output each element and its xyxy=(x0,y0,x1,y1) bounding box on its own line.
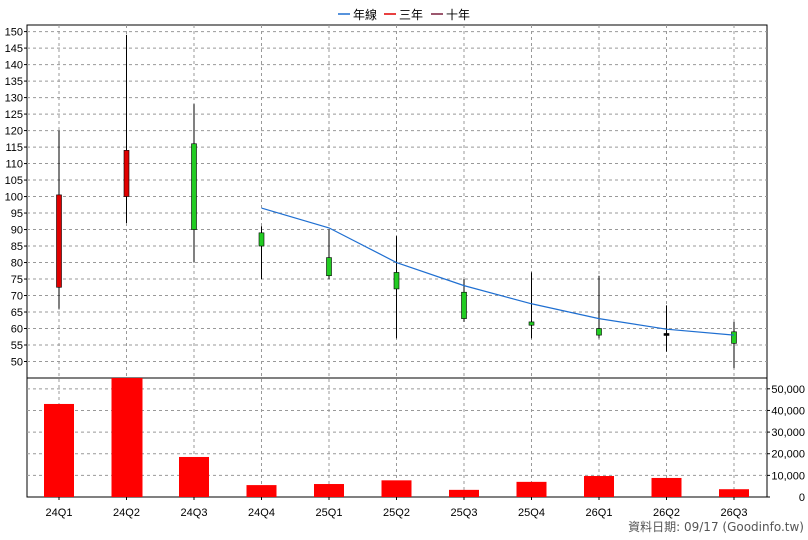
volume-tick-label: 40,000 xyxy=(771,405,805,417)
volume-tick-label: 20,000 xyxy=(771,449,805,461)
candle-body xyxy=(663,333,670,336)
volume-bar xyxy=(314,484,344,497)
candle-body xyxy=(731,331,737,344)
legend-label-three-year: 三年 xyxy=(399,8,423,22)
volume-axis: 0 10,000 20,000 30,000 40,000 50,000 xyxy=(767,384,805,504)
price-tick-label: 135 xyxy=(5,76,23,88)
price-tick-label: 125 xyxy=(5,109,23,121)
candles xyxy=(56,34,737,369)
volume-bar xyxy=(449,489,479,497)
candle-body xyxy=(258,232,265,247)
x-tick-label: 24Q2 xyxy=(113,507,140,519)
x-tick-label: 24Q4 xyxy=(248,507,275,519)
price-tick-label: 100 xyxy=(5,192,23,204)
candle-body xyxy=(461,291,467,319)
x-tick-label: 26Q3 xyxy=(721,507,748,519)
candle-body xyxy=(528,321,535,326)
candle-body xyxy=(596,328,602,336)
annual-ma-line xyxy=(261,207,735,336)
volume-bar xyxy=(381,480,412,497)
x-tick-label: 25Q4 xyxy=(518,507,545,519)
price-tick-label: 80 xyxy=(11,258,23,270)
price-tick-label: 70 xyxy=(11,291,23,303)
volume-bar xyxy=(44,403,74,497)
price-tick-label: 140 xyxy=(5,60,23,72)
volume-bar xyxy=(246,485,277,497)
volume-bar xyxy=(179,456,209,497)
x-tick-label: 24Q3 xyxy=(181,507,208,519)
legend: 年線 三年 十年 xyxy=(338,7,470,22)
price-tick-label: 110 xyxy=(5,159,23,171)
x-tick-label: 25Q3 xyxy=(451,507,478,519)
price-tick-label: 95 xyxy=(11,208,23,220)
price-tick-label: 65 xyxy=(11,307,23,319)
x-tick-label: 25Q1 xyxy=(316,507,343,519)
x-tick-label: 26Q1 xyxy=(586,507,613,519)
candle-body xyxy=(56,194,62,288)
x-tick-label: 25Q2 xyxy=(383,507,410,519)
volume-bar xyxy=(719,489,749,497)
price-axis: 50 55 60 65 70 75 80 85 90 95 100 105 110 115 120 125 13… xyxy=(5,27,27,369)
candle-body xyxy=(326,257,332,277)
x-tick-label: 24Q1 xyxy=(46,507,73,519)
price-tick-label: 90 xyxy=(11,225,23,237)
x-axis: 24Q1 24Q2 24Q3 24Q4 25Q1 25Q2 25Q3 25Q4 26Q1 26Q2… xyxy=(46,497,748,519)
volume-tick-label: 30,000 xyxy=(771,427,805,439)
volume-tick-label: 10,000 xyxy=(771,470,805,482)
annual-ma-polyline xyxy=(261,207,735,336)
volume-tick-label: 50,000 xyxy=(771,384,805,396)
legend-label-annual: 年線 xyxy=(353,7,377,22)
volume-bars xyxy=(44,378,749,497)
price-tick-label: 115 xyxy=(5,142,23,154)
legend-label-ten-year: 十年 xyxy=(446,8,470,22)
footer-source: 資料日期: 09/17 (Goodinfo.tw) xyxy=(628,520,804,534)
candle-body xyxy=(123,150,130,197)
price-tick-label: 120 xyxy=(5,126,23,138)
price-tick-label: 55 xyxy=(11,340,23,352)
price-tick-label: 105 xyxy=(5,175,23,187)
price-tick-label: 50 xyxy=(11,357,23,369)
price-tick-label: 75 xyxy=(11,274,23,286)
price-tick-label: 150 xyxy=(5,27,23,39)
volume-bar xyxy=(111,378,143,497)
volume-bar xyxy=(651,477,682,497)
candle-body xyxy=(393,272,400,290)
x-tick-label: 26Q2 xyxy=(653,507,680,519)
candle-body xyxy=(191,143,197,230)
volume-tick-label: 0 xyxy=(799,492,805,504)
price-tick-label: 145 xyxy=(5,43,23,55)
price-tick-label: 85 xyxy=(11,241,23,253)
volume-bar xyxy=(516,481,547,497)
price-tick-label: 130 xyxy=(5,93,23,105)
volume-bar xyxy=(584,476,614,497)
price-tick-label: 60 xyxy=(11,324,23,336)
